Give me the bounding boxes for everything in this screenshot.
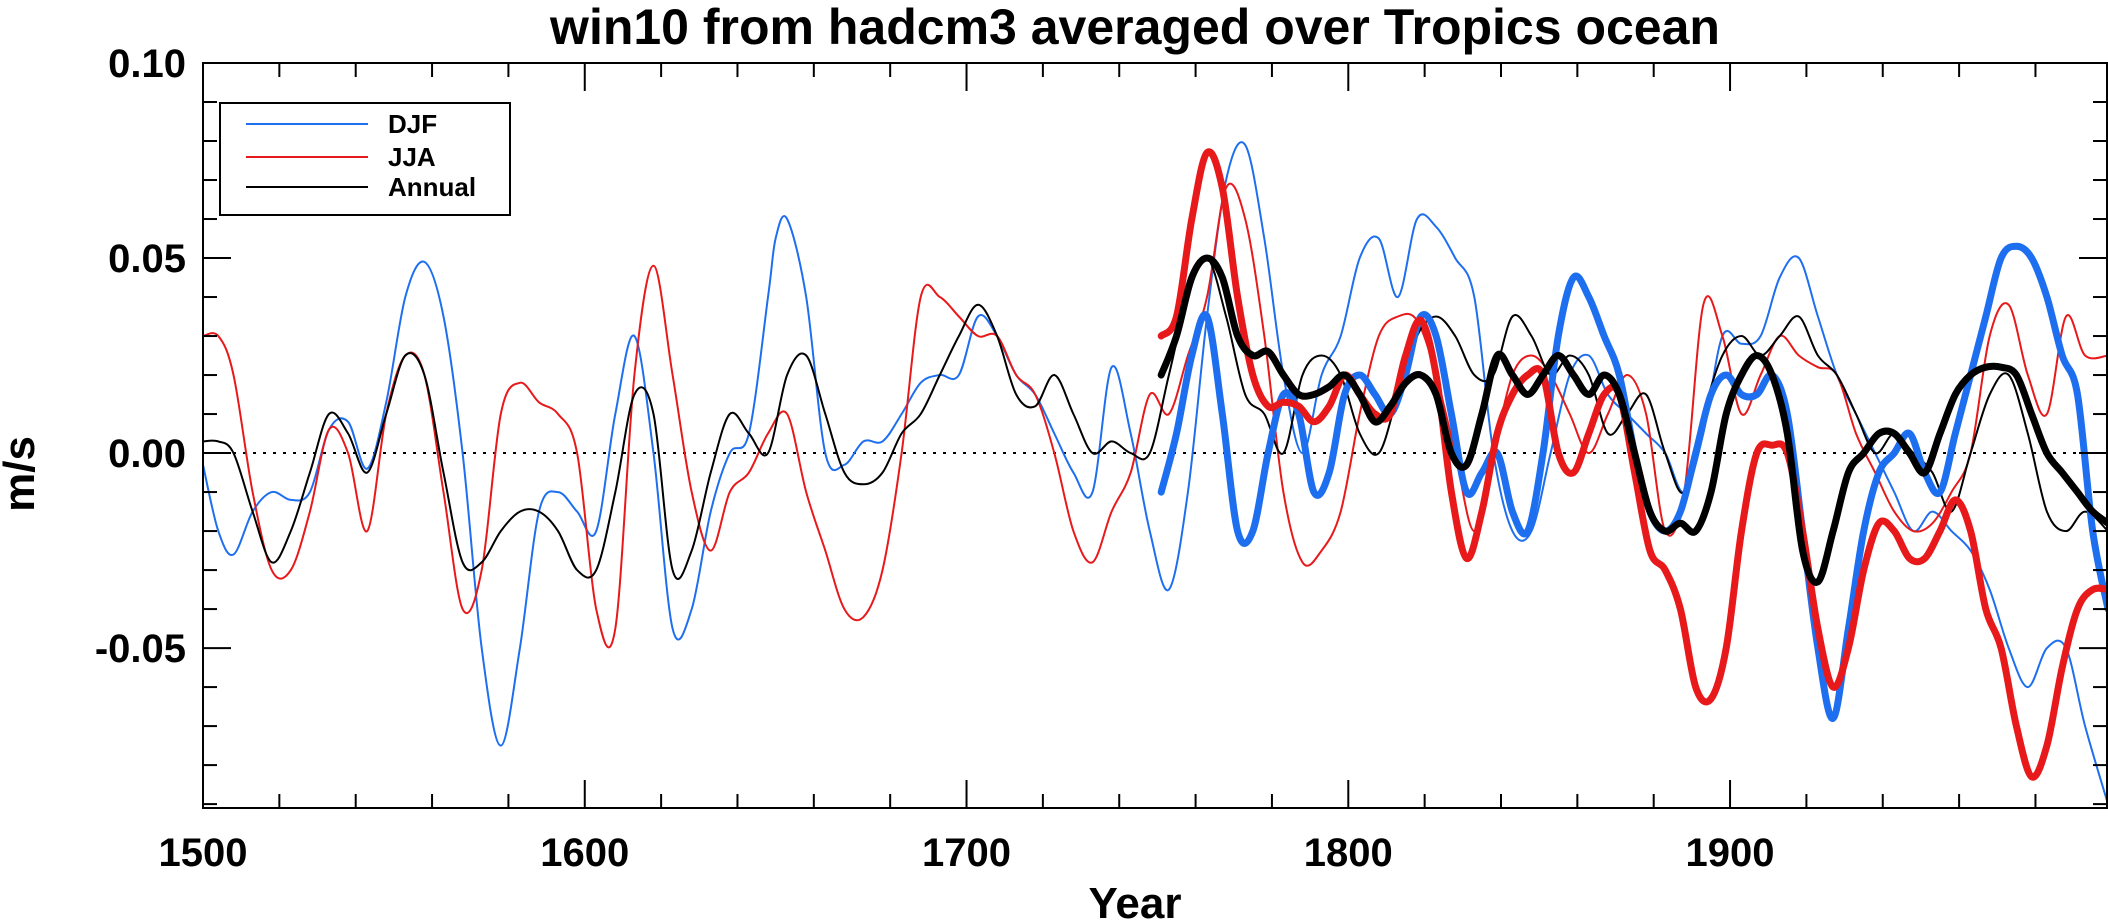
legend-label-jja: JJA bbox=[388, 142, 436, 172]
y-tick-label: 0.10 bbox=[108, 42, 186, 86]
legend-box bbox=[219, 102, 511, 216]
y-tick-label: -0.05 bbox=[95, 627, 186, 671]
series-line-djf bbox=[202, 141, 2108, 806]
y-tick-label: 0.05 bbox=[108, 237, 186, 281]
series-line-annual bbox=[202, 256, 2108, 580]
series-layer bbox=[202, 141, 2108, 806]
x-tick-label: 1500 bbox=[159, 831, 248, 875]
chart-title: win10 from hadcm3 averaged over Tropics … bbox=[549, 0, 1720, 55]
legend: DJF JJA Annual bbox=[219, 102, 511, 216]
series-line-annual-bold bbox=[1157, 254, 2108, 586]
y-tick-label: 0.00 bbox=[108, 432, 186, 476]
legend-label-djf: DJF bbox=[388, 109, 437, 139]
x-tick-label: 1700 bbox=[922, 831, 1011, 875]
x-tick-label: 1800 bbox=[1304, 831, 1393, 875]
legend-label-annual: Annual bbox=[388, 172, 476, 202]
x-tick-label: 1600 bbox=[540, 831, 629, 875]
series-line-jja-bold bbox=[1157, 148, 2108, 781]
x-axis-label: Year bbox=[1089, 879, 1182, 923]
y-axis-label: m/s bbox=[0, 436, 44, 512]
plot-frame bbox=[202, 62, 2108, 809]
x-tick-label: 1900 bbox=[1686, 831, 1775, 875]
